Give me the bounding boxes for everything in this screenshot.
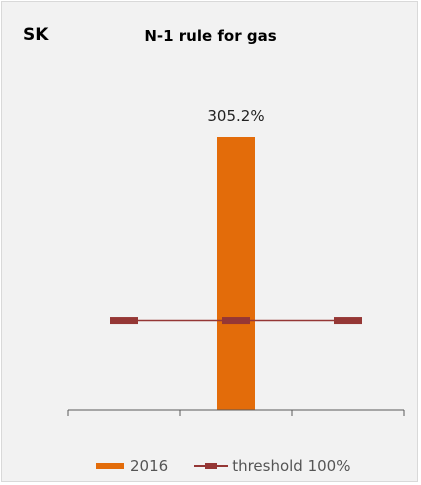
bar-2016 bbox=[217, 137, 255, 410]
legend-threshold-swatch bbox=[194, 461, 229, 471]
chart-legend: 2016 threshold 100% bbox=[96, 457, 376, 475]
legend-item-bar: 2016 bbox=[96, 457, 168, 475]
threshold-marker-2 bbox=[334, 317, 362, 325]
legend-item-threshold: threshold 100% bbox=[194, 457, 350, 475]
chart-title: N-1 rule for gas bbox=[144, 27, 277, 45]
threshold-marker-0 bbox=[110, 317, 138, 325]
legend-bar-swatch bbox=[96, 463, 124, 469]
country-code: SK bbox=[23, 25, 49, 45]
legend-bar-label: 2016 bbox=[130, 457, 169, 475]
threshold-marker-1 bbox=[222, 317, 250, 325]
bar-data-label: 305.2% bbox=[207, 107, 264, 125]
legend-threshold-label: threshold 100% bbox=[232, 457, 351, 475]
